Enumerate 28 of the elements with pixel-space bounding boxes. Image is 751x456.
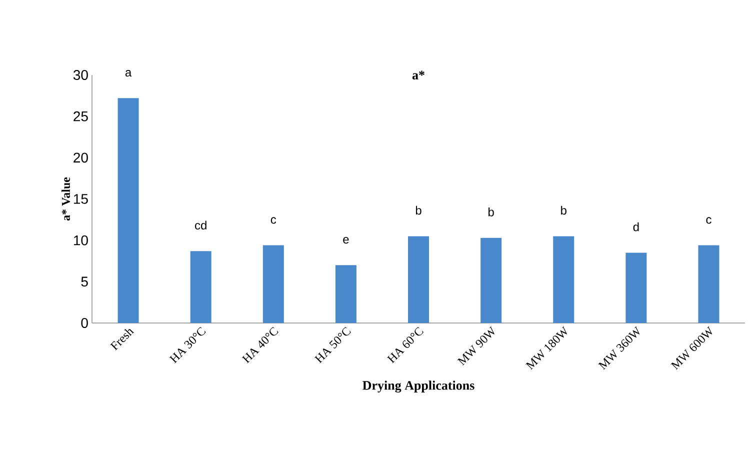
data-label: a [125,70,132,77]
y-tick-label: 5 [81,276,88,287]
bar [262,245,284,323]
x-axis-title: Drying Applications [362,380,474,393]
data-label: cd [195,220,206,230]
bar [118,98,139,323]
bar [190,251,212,323]
data-label: c [706,217,712,224]
data-label: b [561,206,566,215]
bar [335,265,356,323]
chart-title: a* [412,70,424,80]
bar [408,236,430,323]
y-tick-label: 0 [81,318,88,328]
data-label: d [633,222,639,232]
y-tick-label: 30 [73,70,88,80]
data-label: b [416,206,422,215]
data-label: e [343,237,349,244]
y-tick-label: 20 [74,152,88,163]
data-label: c [270,217,276,224]
y-tick-label: 10 [74,235,88,246]
bar [698,245,720,323]
bar [553,236,574,323]
bar [626,252,647,323]
bar [480,238,502,323]
data-label: b [488,208,494,216]
y-tick-label: 15 [74,194,88,204]
y-axis-title: a* Value [62,177,70,221]
y-tick-label: 25 [74,111,88,122]
